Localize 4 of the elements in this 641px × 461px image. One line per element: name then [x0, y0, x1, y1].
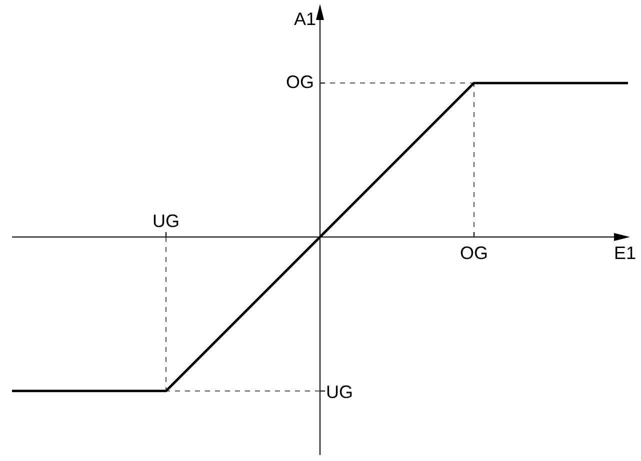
ref-line-label: UG [326, 382, 353, 402]
x-axis-title: E1 [614, 242, 636, 263]
ref-line-label: OG [286, 72, 314, 92]
y-axis-title: A1 [294, 8, 316, 29]
